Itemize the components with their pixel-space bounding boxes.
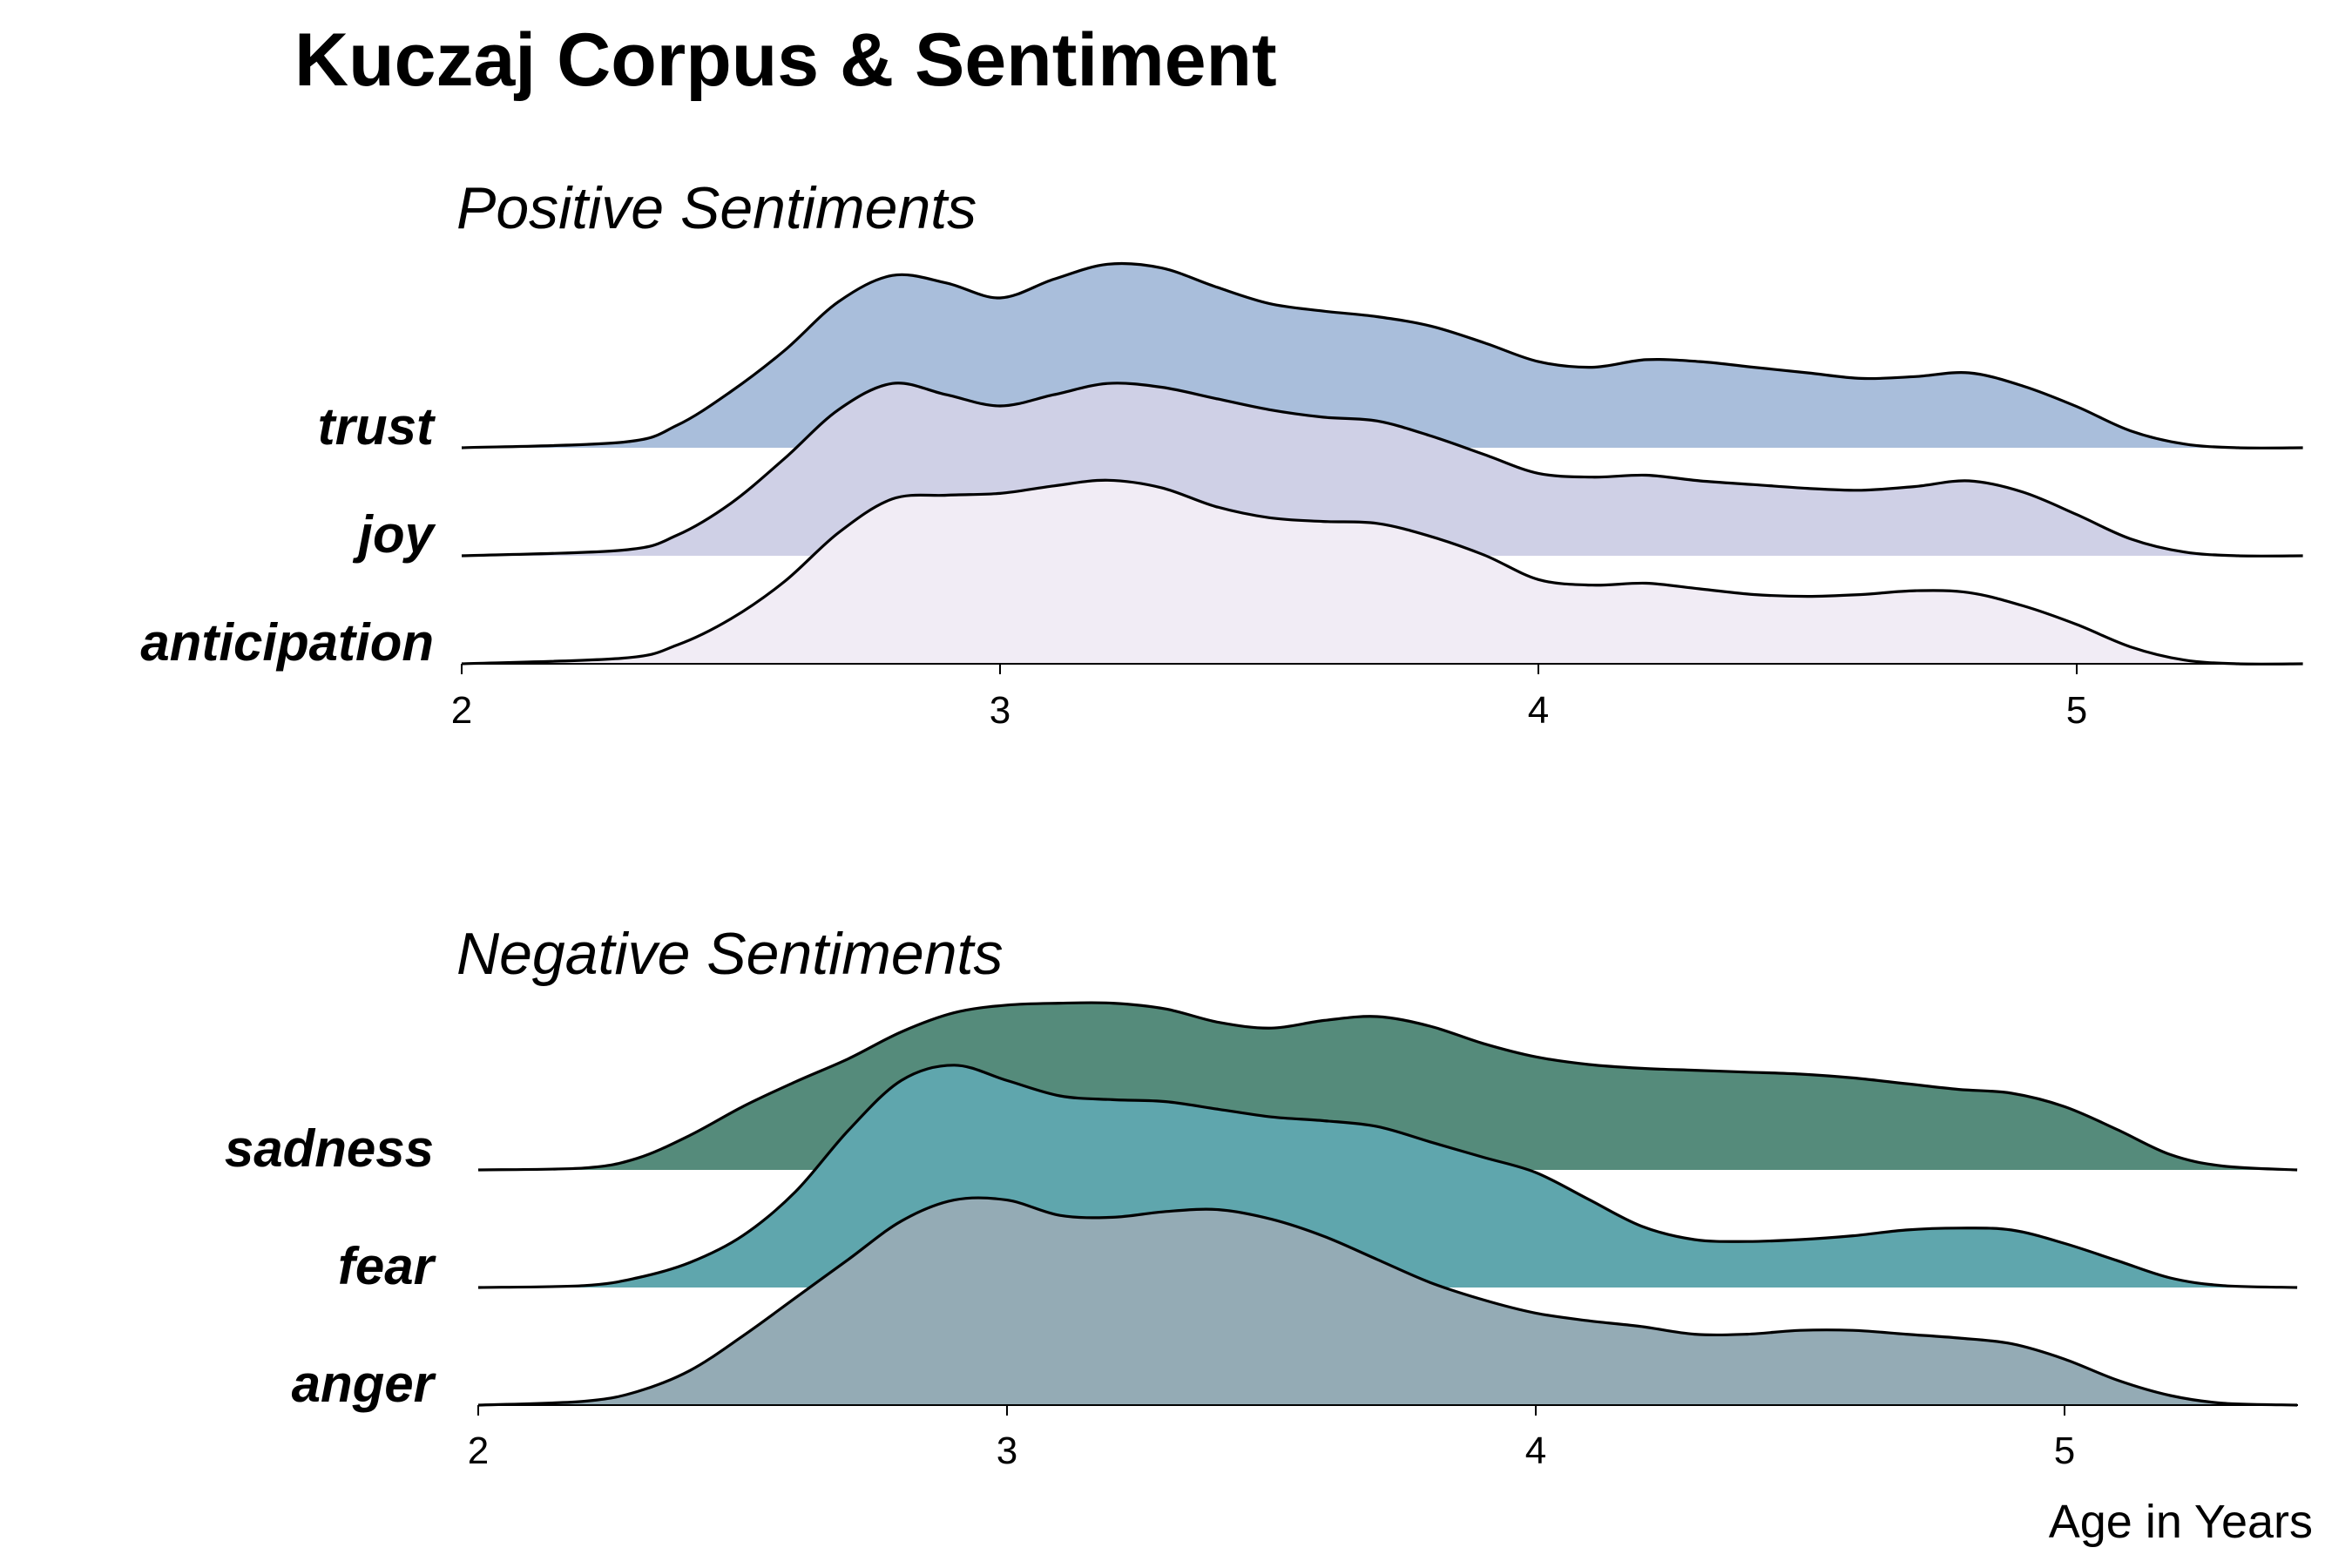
x-axis-title: Age in Years — [2049, 1496, 2313, 1548]
x-tick-label: 4 — [1525, 1429, 1546, 1472]
positive-sentiments-panel: Positive Sentiments trust joy anticipation 2… — [140, 175, 2303, 732]
x-tick-label: 2 — [451, 689, 472, 732]
row-label-trust: trust — [318, 397, 436, 456]
ridge-line-anticipation — [461, 478, 2303, 666]
x-tick-label: 5 — [2066, 689, 2087, 732]
ridge-fill-anger — [478, 1197, 2298, 1405]
panel-subtitle: Negative Sentiments — [456, 921, 1003, 987]
x-tick-label: 5 — [2054, 1429, 2075, 1472]
ridge-line-fear — [477, 1064, 2298, 1289]
chart-title: Kuczaj Corpus & Sentiment — [294, 18, 1277, 102]
x-tick-label: 3 — [990, 689, 1010, 732]
ridge-line-trust — [461, 261, 2303, 449]
ridge-trust — [461, 261, 2303, 449]
panel-subtitle: Positive Sentiments — [456, 175, 977, 241]
ridge-fill-anticipation — [462, 480, 2303, 665]
x-axis: 2 3 4 5 — [468, 1404, 2298, 1472]
x-tick-label: 3 — [997, 1429, 1017, 1472]
row-label-anticipation: anticipation — [140, 613, 434, 672]
row-label-anger: anger — [292, 1355, 437, 1413]
negative-sentiments-panel: Negative Sentiments sadness fear anger 2 3 4 5 A… — [225, 921, 2313, 1548]
ridge-fill-trust — [462, 263, 2303, 449]
ridge-line-sadness — [477, 1001, 2298, 1172]
row-label-fear: fear — [338, 1237, 437, 1295]
x-tick-label: 2 — [468, 1429, 489, 1472]
ridge-line-anger — [477, 1196, 2298, 1407]
ridge-line-joy — [461, 382, 2303, 558]
row-label-sadness: sadness — [225, 1119, 434, 1178]
x-tick-label: 4 — [1528, 689, 1549, 732]
ridge-anticipation — [461, 478, 2303, 666]
row-label-joy: joy — [352, 505, 436, 564]
x-axis: 2 3 4 5 — [451, 663, 2298, 732]
ridge-anger — [477, 1196, 2298, 1407]
